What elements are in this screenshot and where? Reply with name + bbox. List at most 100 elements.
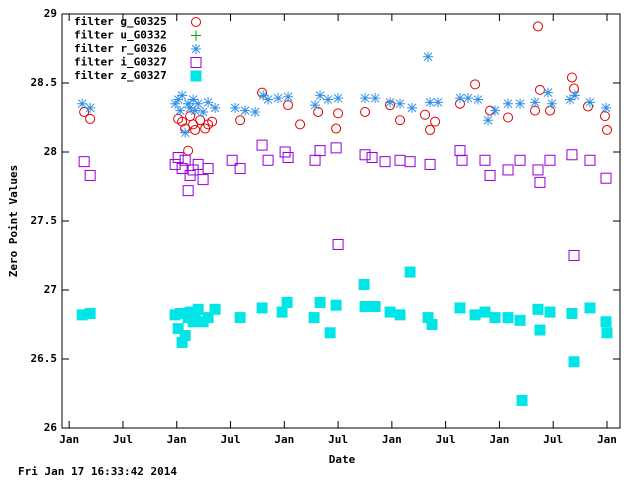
point — [515, 98, 526, 109]
point — [503, 112, 514, 123]
point — [404, 266, 416, 278]
point — [176, 163, 188, 175]
point — [177, 90, 188, 101]
point — [484, 169, 496, 181]
point — [454, 93, 465, 104]
point — [234, 312, 246, 324]
point — [534, 176, 546, 188]
point — [564, 94, 575, 105]
point — [530, 97, 541, 108]
point — [250, 106, 261, 117]
point — [404, 156, 416, 168]
point — [85, 113, 96, 124]
y-tick-label: 28 — [44, 145, 57, 158]
point — [601, 102, 612, 113]
legend-marker — [191, 30, 201, 41]
point — [395, 98, 406, 109]
point — [179, 154, 191, 166]
point — [566, 149, 578, 161]
point — [324, 327, 336, 339]
legend-marker — [190, 70, 202, 82]
point — [379, 156, 391, 168]
point — [84, 169, 96, 181]
point — [173, 94, 184, 105]
point — [566, 307, 578, 319]
point — [202, 163, 214, 175]
legend-marker — [190, 57, 202, 68]
point — [78, 156, 90, 168]
point — [209, 303, 221, 315]
point — [544, 154, 556, 166]
x-tick-label: Jul — [436, 433, 456, 446]
point — [370, 93, 381, 104]
x-tick-label: Jul — [328, 433, 348, 446]
point — [584, 97, 595, 108]
point — [569, 83, 580, 94]
point — [192, 303, 204, 315]
point — [479, 154, 491, 166]
point — [310, 100, 321, 111]
legend-label: filter i_G0327 — [74, 56, 167, 69]
point — [190, 124, 201, 135]
point — [479, 306, 491, 318]
point — [226, 154, 238, 166]
point — [79, 106, 90, 117]
point — [360, 106, 371, 117]
point — [197, 174, 209, 186]
x-tick-label: Jan — [167, 433, 187, 446]
legend-label: filter g_G0325 — [74, 15, 167, 28]
point — [183, 98, 194, 109]
y-tick-label: 27 — [44, 283, 57, 296]
point — [490, 105, 501, 116]
point — [308, 312, 320, 324]
point — [359, 149, 371, 161]
point — [454, 302, 466, 314]
point — [514, 154, 526, 166]
point — [600, 172, 612, 184]
point — [601, 327, 613, 339]
point — [330, 142, 342, 154]
point — [198, 106, 209, 117]
point — [395, 115, 406, 126]
point — [502, 164, 514, 176]
point — [182, 185, 194, 197]
point — [235, 115, 246, 126]
point — [263, 94, 274, 105]
point — [469, 309, 481, 321]
point — [568, 356, 580, 368]
x-tick-label: Jul — [113, 433, 133, 446]
point — [193, 98, 204, 109]
legend-marker — [191, 44, 201, 54]
point — [426, 319, 438, 330]
y-tick-label: 26.5 — [31, 352, 58, 365]
point — [407, 102, 418, 113]
point — [544, 306, 556, 318]
point — [240, 105, 251, 116]
point — [85, 102, 96, 113]
point — [230, 102, 241, 113]
point — [602, 124, 613, 135]
point — [256, 302, 268, 314]
point — [600, 316, 612, 328]
point — [258, 90, 269, 101]
point — [175, 105, 186, 116]
point — [532, 303, 544, 315]
x-axis-label: Date — [329, 453, 356, 466]
x-tick-label: Jan — [59, 433, 79, 446]
y-tick-label: 27.5 — [31, 214, 58, 227]
point — [314, 145, 326, 157]
point — [384, 306, 396, 318]
point — [202, 312, 214, 324]
point — [180, 127, 191, 138]
point — [256, 139, 268, 151]
x-tick-label: Jan — [489, 433, 509, 446]
point — [463, 93, 474, 104]
point — [420, 109, 431, 120]
point — [332, 238, 344, 250]
point — [430, 116, 441, 127]
point — [276, 306, 288, 318]
point — [195, 115, 206, 126]
x-tick-label: Jul — [543, 433, 563, 446]
point — [273, 93, 284, 104]
point — [323, 94, 334, 105]
